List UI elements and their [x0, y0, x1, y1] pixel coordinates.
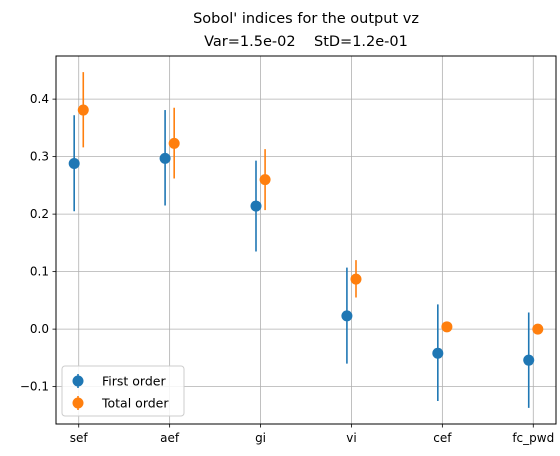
point-total-order — [168, 137, 180, 149]
legend-box — [61, 365, 185, 417]
x-tick-label: gi — [255, 431, 266, 445]
legend-label: First order — [102, 374, 166, 389]
legend-marker — [72, 375, 84, 387]
x-tick-label: aef — [160, 431, 180, 445]
point-first-order — [432, 347, 444, 359]
point-first-order — [68, 158, 80, 170]
point-total-order — [350, 273, 362, 285]
y-tick-label: 0.3 — [30, 150, 49, 164]
y-tick-label: 0.0 — [30, 322, 49, 336]
grid — [56, 56, 556, 424]
chart-title-line1: Sobol' indices for the output vz — [193, 11, 419, 27]
legend: First order Total order — [61, 365, 185, 417]
point-total-order — [77, 104, 89, 116]
error-bars — [73, 72, 539, 408]
x-tick-label: vi — [346, 431, 356, 445]
point-total-order — [532, 323, 544, 335]
x-tick-label: cef — [433, 431, 452, 445]
x-tick-label: sef — [70, 431, 89, 445]
point-total-order — [259, 174, 271, 186]
y-tick-label: 0.4 — [30, 92, 49, 106]
x-tick-label: fc_pwd — [512, 431, 554, 445]
x-axis-ticks: sef aef gi vi cef fc_pwd — [70, 424, 554, 445]
chart-title-line2: Var=1.5e-02 StD=1.2e-01 — [204, 34, 408, 50]
point-first-order — [341, 310, 353, 322]
y-tick-label: 0.2 — [30, 207, 49, 221]
point-total-order — [441, 321, 453, 333]
y-tick-label: 0.1 — [30, 265, 49, 279]
y-tick-label: −0.1 — [20, 380, 49, 394]
legend-marker — [72, 397, 84, 409]
plot-frame — [55, 55, 557, 425]
point-first-order — [159, 152, 171, 164]
legend-label: Total order — [101, 396, 169, 411]
point-first-order — [523, 354, 535, 366]
y-axis-ticks: −0.1 0.0 0.1 0.2 0.3 0.4 — [20, 92, 56, 394]
data-points — [68, 104, 544, 366]
point-first-order — [250, 200, 262, 212]
